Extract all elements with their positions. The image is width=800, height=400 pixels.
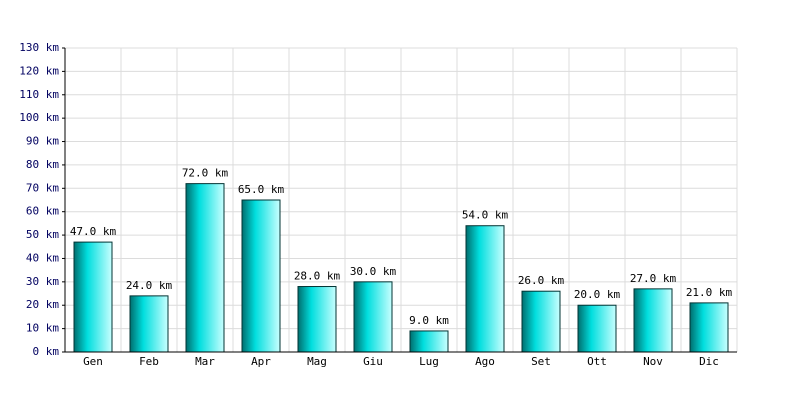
bar (521, 290, 561, 353)
y-tick-label: 100 km (19, 111, 59, 124)
bar (633, 288, 673, 353)
x-tick-label: Ott (587, 355, 607, 368)
x-tick-label: Set (531, 355, 551, 368)
x-tick-label: Nov (643, 355, 663, 368)
y-tick-label: 80 km (26, 158, 59, 171)
y-tick-label: 130 km (19, 41, 59, 54)
bar (577, 304, 617, 353)
x-tick-label: Apr (251, 355, 271, 368)
bar (409, 330, 449, 353)
x-tick-label: Mag (307, 355, 327, 368)
y-tick-label: 120 km (19, 64, 59, 77)
y-tick-label: 10 km (26, 322, 59, 335)
value-label: 21.0 km (686, 286, 733, 299)
y-tick-label: 30 km (26, 275, 59, 288)
y-tick-label: 20 km (26, 298, 59, 311)
y-tick-label: 0 km (33, 345, 60, 358)
value-label: 72.0 km (182, 167, 229, 180)
value-label: 47.0 km (70, 225, 117, 238)
y-tick-label: 90 km (26, 135, 59, 148)
y-tick-label: 40 km (26, 251, 59, 264)
value-label: 20.0 km (574, 288, 621, 301)
bar (73, 241, 113, 353)
x-tick-label: Ago (475, 355, 495, 368)
value-label: 27.0 km (630, 272, 677, 285)
x-tick-label: Dic (699, 355, 719, 368)
y-tick-label: 70 km (26, 181, 59, 194)
y-tick-label: 50 km (26, 228, 59, 241)
x-tick-label: Giu (363, 355, 383, 368)
x-tick-label: Mar (195, 355, 215, 368)
value-label: 65.0 km (238, 183, 285, 196)
bar (353, 281, 393, 353)
x-tick-label: Feb (139, 355, 159, 368)
bar (465, 225, 505, 353)
value-label: 9.0 km (409, 314, 449, 327)
value-label: 30.0 km (350, 265, 397, 278)
bar (689, 302, 729, 353)
x-tick-label: Gen (83, 355, 103, 368)
value-label: 28.0 km (294, 270, 341, 283)
y-tick-label: 110 km (19, 88, 59, 101)
y-tick-label: 60 km (26, 205, 59, 218)
value-label: 24.0 km (126, 279, 173, 292)
bar (185, 183, 225, 353)
value-label: 26.0 km (518, 274, 565, 287)
value-label: 54.0 km (462, 209, 509, 222)
bar (241, 199, 281, 353)
x-tick-label: Lug (419, 355, 439, 368)
bar (297, 286, 337, 353)
bar (129, 295, 169, 353)
